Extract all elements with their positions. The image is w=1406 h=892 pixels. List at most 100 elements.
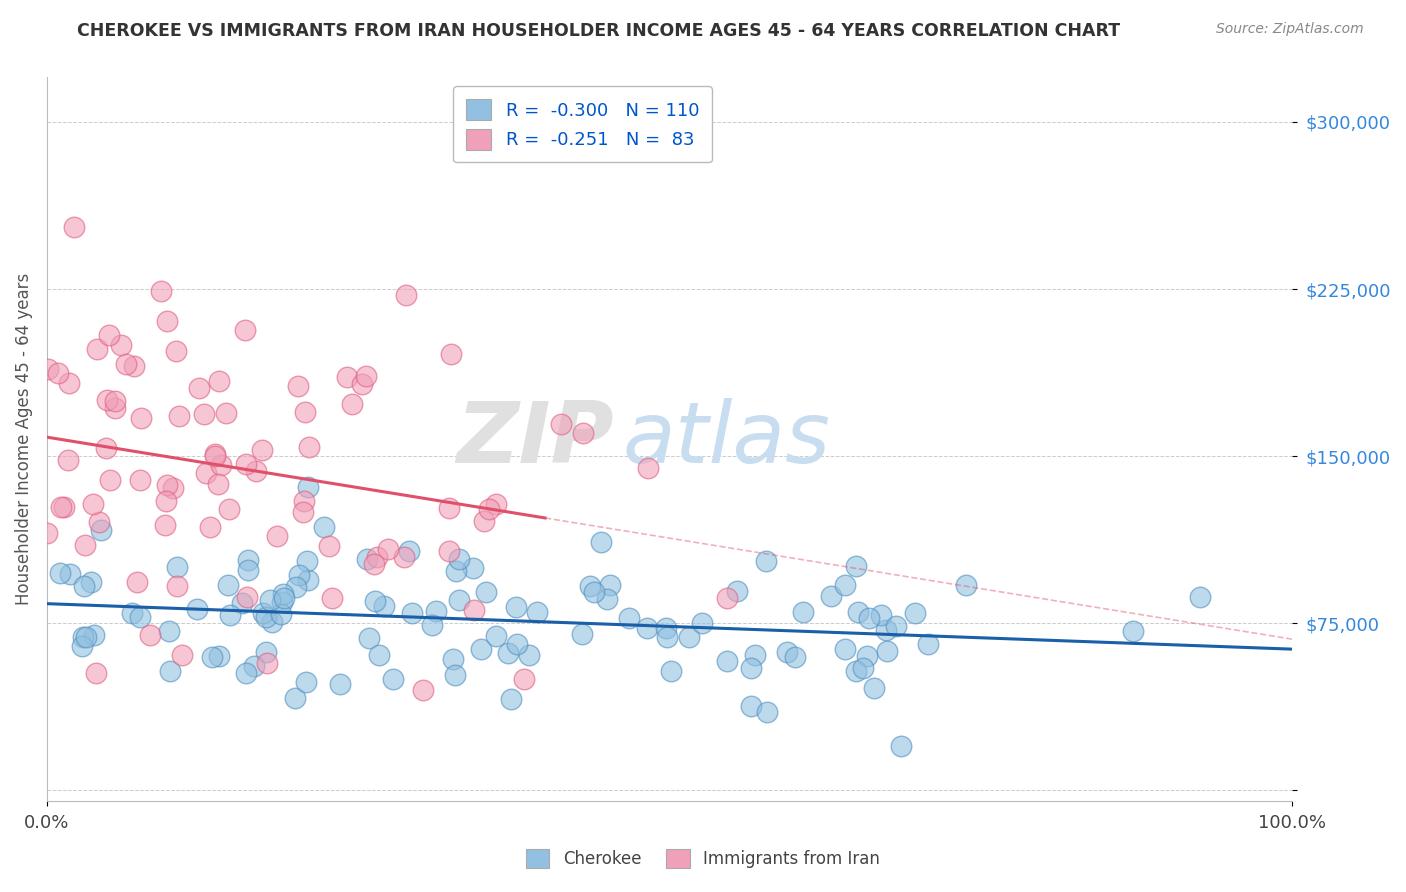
Point (876, 644, 898, 658)
Point (75, 538, 97, 552)
Point (238, 552, 260, 566)
Point (292, 505, 315, 519)
Point (193, 407, 215, 421)
Point (499, 691, 522, 706)
Point (149, 284, 172, 298)
Point (470, 641, 492, 656)
Point (96, 393, 118, 408)
Point (298, 440, 321, 454)
Point (382, 672, 405, 686)
Point (157, 624, 180, 638)
Text: Source: ZipAtlas.com: Source: ZipAtlas.com (1216, 22, 1364, 37)
Point (90, 524, 112, 538)
Point (517, 648, 540, 662)
Point (582, 585, 605, 599)
Point (395, 288, 418, 302)
Point (441, 652, 464, 666)
Point (285, 581, 308, 595)
Point (204, 447, 226, 461)
Point (904, 606, 927, 620)
Point (83, 627, 105, 641)
Point (139, 628, 162, 642)
Point (37, 525, 59, 540)
Point (496, 646, 519, 660)
Point (659, 665, 682, 679)
Point (172, 648, 194, 662)
Point (37, 362, 59, 376)
Point (208, 649, 231, 664)
Point (198, 520, 221, 534)
Point (444, 564, 467, 578)
Point (188, 381, 211, 395)
Point (744, 648, 766, 662)
Point (890, 739, 912, 753)
Point (599, 578, 621, 592)
Point (357, 631, 380, 645)
Y-axis label: Householder Income Ages 45 - 64 years: Householder Income Ages 45 - 64 years (15, 273, 32, 606)
Text: ZIP: ZIP (456, 398, 613, 481)
Point (636, 621, 658, 635)
Point (297, 574, 319, 588)
Point (595, 592, 617, 607)
Point (425, 604, 447, 618)
Point (834, 641, 856, 656)
Point (373, 599, 395, 613)
Point (485, 497, 508, 511)
Point (86, 342, 108, 356)
Point (162, 481, 184, 495)
Point (294, 675, 316, 690)
Point (506, 637, 529, 651)
Point (46, 366, 69, 380)
Point (591, 535, 613, 549)
Point (716, 591, 738, 606)
Point (783, 649, 806, 664)
Point (217, 578, 239, 592)
Point (571, 626, 593, 640)
Point (869, 608, 891, 623)
Point (858, 611, 880, 625)
Point (104, 394, 127, 409)
Point (716, 654, 738, 668)
Point (845, 559, 868, 574)
Point (834, 578, 856, 592)
Point (844, 664, 866, 678)
Point (252, 607, 274, 621)
Point (209, 458, 232, 472)
Point (155, 493, 177, 508)
Point (270, 595, 292, 609)
Point (89, 515, 111, 529)
Point (350, 376, 373, 391)
Point (122, 359, 145, 374)
Point (56, 453, 79, 467)
Point (846, 605, 869, 619)
Point (863, 681, 886, 696)
Point (97, 328, 120, 343)
Point (156, 478, 179, 492)
Point (104, 401, 127, 415)
Point (270, 607, 292, 621)
Point (165, 343, 187, 358)
Point (208, 374, 231, 388)
Point (121, 607, 143, 621)
Point (260, 615, 283, 629)
Point (75, 630, 97, 644)
Point (252, 442, 274, 457)
Point (259, 593, 281, 607)
Point (820, 589, 842, 603)
Point (321, 591, 343, 606)
Point (129, 609, 152, 624)
Point (526, 605, 548, 619)
Point (377, 542, 399, 557)
Point (340, 397, 363, 411)
Point (94, 441, 117, 455)
Point (439, 544, 461, 558)
Point (125, 574, 148, 589)
Point (58, 376, 80, 390)
Point (166, 579, 188, 593)
Point (875, 623, 897, 637)
Point (292, 494, 315, 508)
Point (235, 665, 257, 680)
Point (336, 370, 359, 384)
Point (254, 645, 277, 659)
Point (153, 517, 176, 532)
